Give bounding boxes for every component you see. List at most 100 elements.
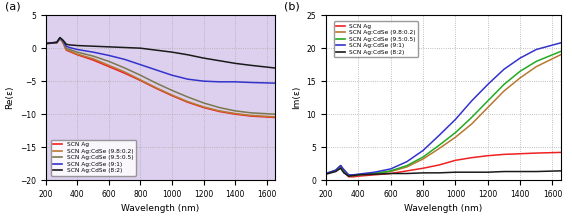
SCN Ag:CdSe (9:1) [57,36,63,39]
SCN Ag:CdSe (8:2) [403,172,410,175]
SCN Ag:CdSe (9.5:0.5) [57,37,63,39]
SCN Ag:CdSe (8:2) [90,45,97,48]
SCN Ag:CdSe (8:2) [169,51,176,53]
SCN Ag [345,176,352,178]
SCN Ag:CdSe (9.8:0.2) [74,53,81,55]
SCN Ag:CdSe (8:2) [184,53,191,56]
SCN Ag:CdSe (8:2) [436,172,443,174]
SCN Ag:CdSe (9.5:0.5) [184,96,191,98]
SCN Ag:CdSe (9.5:0.5) [323,172,329,175]
SCN Ag [420,167,427,169]
SCN Ag:CdSe (9.5:0.5) [42,42,49,45]
SCN Ag:CdSe (8:2) [53,41,60,44]
SCN Ag [57,37,63,39]
SCN Ag:CdSe (9.8:0.2) [332,169,339,171]
SCN Ag:CdSe (9:1) [121,58,128,61]
SCN Ag [153,87,160,90]
SCN Ag:CdSe (9:1) [420,149,427,152]
SCN Ag:CdSe (9.5:0.5) [216,106,223,109]
SCN Ag:CdSe (9.5:0.5) [105,60,112,63]
SCN Ag:CdSe (9.8:0.2) [42,42,49,45]
SCN Ag:CdSe (8:2) [452,171,459,174]
SCN Ag:CdSe (9:1) [42,42,49,45]
Line: SCN Ag:CdSe (9.8:0.2): SCN Ag:CdSe (9.8:0.2) [46,38,275,117]
SCN Ag:CdSe (8:2) [468,171,475,174]
SCN Ag [371,174,378,176]
SCN Ag:CdSe (9.5:0.5) [517,70,523,72]
SCN Ag [184,101,191,104]
SCN Ag:CdSe (8:2) [500,170,507,173]
SCN Ag [121,72,128,75]
SCN Ag:CdSe (9.5:0.5) [153,82,160,84]
SCN Ag:CdSe (8:2) [63,43,70,46]
SCN Ag [137,79,144,82]
SCN Ag [337,166,344,168]
SCN Ag [350,176,357,178]
X-axis label: Wavelength (nm): Wavelength (nm) [404,204,482,213]
SCN Ag:CdSe (9.8:0.2) [500,90,507,92]
SCN Ag:CdSe (9:1) [468,100,475,102]
SCN Ag [232,113,239,115]
SCN Ag:CdSe (8:2) [232,62,239,65]
SCN Ag [340,170,347,173]
SCN Ag:CdSe (9.8:0.2) [137,79,144,81]
SCN Ag:CdSe (9:1) [500,68,507,71]
SCN Ag:CdSe (9:1) [345,174,352,176]
SCN Ag:CdSe (8:2) [121,46,128,49]
SCN Ag:CdSe (9.5:0.5) [121,67,128,69]
SCN Ag [59,42,66,44]
SCN Ag:CdSe (9.8:0.2) [403,166,410,168]
SCN Ag:CdSe (9.5:0.5) [436,144,443,146]
SCN Ag:CdSe (9.8:0.2) [517,77,523,79]
SCN Ag:CdSe (9:1) [371,171,378,174]
SCN Ag:CdSe (9.8:0.2) [557,53,564,56]
SCN Ag:CdSe (9:1) [271,82,278,84]
Text: (b): (b) [284,2,300,12]
SCN Ag:CdSe (9.8:0.2) [57,37,63,39]
SCN Ag:CdSe (9.8:0.2) [248,114,255,117]
SCN Ag:CdSe (9.8:0.2) [452,136,459,138]
SCN Ag [403,169,410,172]
SCN Ag:CdSe (9:1) [137,63,144,66]
SCN Ag:CdSe (9:1) [337,164,344,167]
SCN Ag:CdSe (9.5:0.5) [533,60,540,63]
SCN Ag:CdSe (8:2) [137,47,144,49]
SCN Ag:CdSe (9:1) [66,46,73,49]
SCN Ag:CdSe (9:1) [184,78,191,81]
SCN Ag:CdSe (9:1) [216,81,223,83]
SCN Ag:CdSe (9:1) [200,80,207,82]
Line: SCN Ag:CdSe (9:1): SCN Ag:CdSe (9:1) [46,38,275,83]
SCN Ag [387,172,394,175]
Y-axis label: Im(ε): Im(ε) [292,86,301,109]
SCN Ag [452,159,459,162]
SCN Ag:CdSe (9.8:0.2) [200,106,207,108]
SCN Ag:CdSe (9:1) [350,174,357,176]
SCN Ag:CdSe (8:2) [200,57,207,59]
SCN Ag:CdSe (9.8:0.2) [355,174,362,176]
Legend: SCN Ag, SCN Ag:CdSe (9.8:0.2), SCN Ag:CdSe (9.5:0.5), SCN Ag:CdSe (9:1), SCN Ag:: SCN Ag, SCN Ag:CdSe (9.8:0.2), SCN Ag:Cd… [333,21,418,57]
SCN Ag:CdSe (9.8:0.2) [371,172,378,175]
SCN Ag:CdSe (8:2) [340,172,347,174]
SCN Ag [484,155,491,157]
SCN Ag:CdSe (9.8:0.2) [66,49,73,52]
SCN Ag [355,175,362,178]
SCN Ag:CdSe (8:2) [517,170,523,173]
SCN Ag:CdSe (9.5:0.5) [200,102,207,104]
SCN Ag [332,169,339,172]
SCN Ag [63,49,70,51]
SCN Ag:CdSe (9:1) [63,45,70,48]
SCN Ag:CdSe (8:2) [557,169,564,172]
SCN Ag:CdSe (9.5:0.5) [557,50,564,53]
SCN Ag:CdSe (9.5:0.5) [484,100,491,102]
SCN Ag:CdSe (8:2) [371,173,378,176]
SCN Ag:CdSe (9:1) [153,69,160,71]
SCN Ag [468,156,475,159]
Text: (a): (a) [5,2,20,12]
SCN Ag [557,151,564,154]
SCN Ag:CdSe (8:2) [332,170,339,173]
SCN Ag:CdSe (9.5:0.5) [74,51,81,53]
SCN Ag [169,94,176,97]
SCN Ag:CdSe (8:2) [153,49,160,51]
SCN Ag:CdSe (9.5:0.5) [66,48,73,51]
Line: SCN Ag:CdSe (9.5:0.5): SCN Ag:CdSe (9.5:0.5) [46,38,275,114]
